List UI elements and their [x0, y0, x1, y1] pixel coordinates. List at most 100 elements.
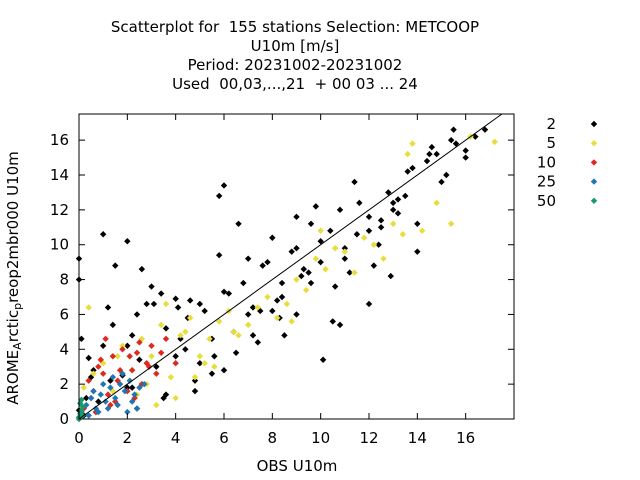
series-5 [80, 133, 498, 409]
legend-label: 50 [537, 192, 556, 210]
data-point [414, 220, 421, 227]
data-point [377, 217, 385, 224]
data-point [317, 227, 324, 234]
data-point [230, 328, 237, 336]
data-point [341, 245, 349, 252]
data-point [211, 353, 218, 360]
data-point [269, 307, 276, 315]
data-point [346, 269, 353, 276]
data-point [249, 304, 257, 311]
data-point [273, 297, 281, 304]
data-point [433, 199, 440, 207]
data-point [317, 258, 324, 266]
data-point [85, 354, 92, 362]
data-point [85, 304, 92, 311]
data-point [85, 377, 92, 384]
chart-title-line-3: Period: 20231002-20231002 [187, 56, 403, 74]
data-point [307, 279, 315, 287]
series-10 [80, 335, 179, 416]
data-point [104, 391, 112, 398]
data-point [201, 307, 208, 315]
data-point [211, 363, 218, 370]
data-point [133, 405, 141, 412]
data-point [462, 154, 469, 161]
data-point [191, 377, 199, 384]
data-point [162, 335, 170, 343]
data-point [162, 300, 170, 308]
x-tick-label: 6 [219, 429, 229, 447]
data-point [394, 210, 402, 217]
data-point [196, 353, 204, 360]
data-point [148, 342, 155, 349]
data-point [102, 335, 109, 343]
data-point [109, 321, 117, 329]
data-point [112, 394, 119, 402]
data-point [220, 367, 228, 374]
x-tick-label: 2 [123, 429, 133, 447]
data-point [341, 248, 349, 255]
data-point [215, 318, 223, 325]
data-point [317, 238, 324, 245]
x-tick-label: 8 [268, 429, 278, 447]
legend-label: 2 [546, 115, 556, 133]
data-point [385, 189, 392, 196]
data-point [80, 384, 88, 391]
data-point [264, 293, 271, 301]
data-point [109, 353, 117, 360]
legend-label: 5 [546, 134, 556, 152]
data-point [244, 311, 252, 318]
data-point [472, 133, 479, 140]
y-tick-label: 16 [50, 131, 69, 149]
data-point [426, 150, 433, 158]
data-point [365, 300, 373, 308]
y-tick-label: 12 [50, 201, 69, 219]
data-point [196, 360, 204, 367]
y-axis-label: AROMEArcticpreop2mbr000 U10m [4, 151, 24, 405]
data-point [153, 370, 160, 377]
data-point [293, 213, 300, 221]
data-point [215, 192, 223, 200]
data-point [182, 346, 189, 353]
data-point [124, 238, 131, 245]
x-axis-label: OBS U10m [256, 457, 338, 475]
data-point [208, 370, 216, 377]
data-point [186, 314, 194, 322]
data-point [423, 157, 431, 165]
data-point [389, 220, 397, 227]
data-point [136, 339, 143, 346]
x-tick-label: 16 [456, 429, 475, 447]
data-point [104, 304, 112, 311]
data-point [433, 150, 440, 158]
data-point [312, 255, 320, 262]
data-point [365, 213, 373, 221]
data-point [389, 206, 397, 214]
data-point [293, 276, 300, 283]
data-point [404, 150, 411, 158]
data-point [259, 262, 266, 269]
data-point [177, 332, 184, 339]
data-point [157, 349, 165, 356]
data-point [138, 265, 146, 273]
data-point [428, 143, 436, 151]
data-point [232, 349, 240, 356]
data-point [353, 231, 361, 238]
data-point [220, 182, 228, 189]
data-point [201, 360, 208, 367]
y-tick-label: 14 [50, 166, 69, 184]
data-point [119, 370, 126, 377]
plot-frame [78, 113, 515, 420]
data-point [380, 255, 387, 262]
x-tick-label: 10 [311, 429, 330, 447]
data-point [351, 269, 358, 276]
data-point [116, 380, 124, 388]
data-point [107, 384, 114, 391]
data-point [409, 140, 416, 147]
data-point [95, 408, 102, 416]
legend-marker [590, 197, 598, 204]
legend-label: 25 [537, 173, 556, 191]
data-point [288, 318, 295, 325]
data-point [370, 241, 378, 248]
data-point [225, 290, 233, 297]
data-point [83, 394, 90, 402]
